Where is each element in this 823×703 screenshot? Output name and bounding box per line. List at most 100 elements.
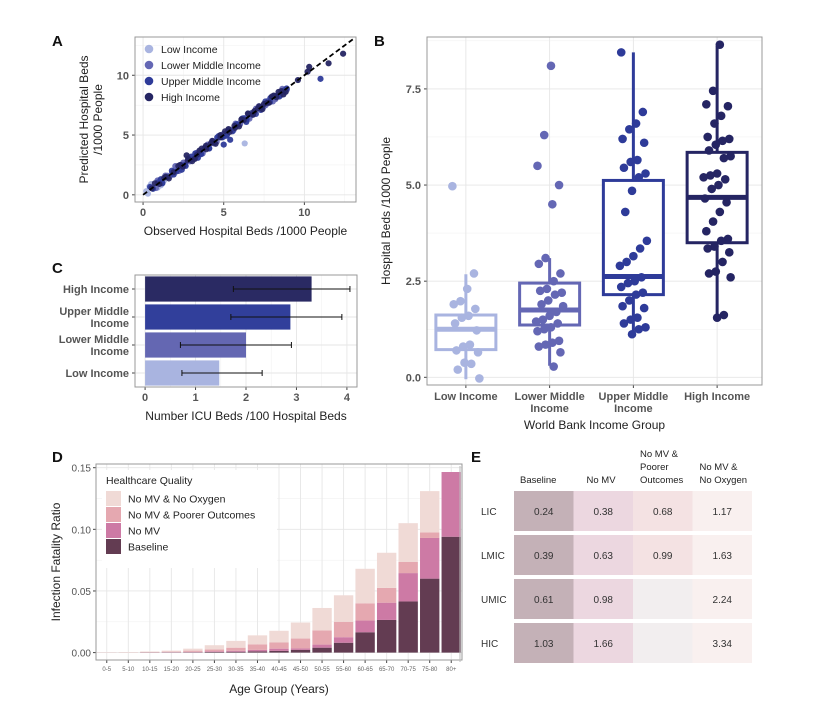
stacked-bar-baseline	[291, 650, 310, 653]
box-data-point	[702, 227, 711, 236]
stacked-bar-no-mv	[355, 621, 374, 633]
y-tick-label: Lower Middle	[59, 334, 129, 346]
x-tick-label: 0	[142, 392, 148, 404]
y-tick-label: Income	[90, 346, 129, 358]
stacked-bar-no-mv	[420, 538, 439, 579]
box-data-point	[532, 317, 541, 326]
box-data-point	[634, 173, 643, 182]
x-axis-title: Observed Hospital Beds /1000 People	[144, 224, 348, 238]
x-tick-label: Low Income	[434, 391, 498, 403]
x-tick-label: 1	[192, 392, 198, 404]
data-point-high-income	[325, 60, 331, 66]
x-axis-title: Age Group (Years)	[229, 682, 329, 696]
table-cell-value: 0.68	[653, 507, 673, 518]
y-axis-title: Hospital Beds /1000 People	[379, 137, 393, 285]
box-data-point	[535, 260, 544, 269]
x-tick-label: 2	[243, 392, 249, 404]
x-tick-label: Lower Middle	[514, 391, 584, 403]
table-cell-value: 0.63	[594, 551, 614, 562]
table-row-label: LMIC	[481, 551, 505, 562]
x-tick-label: 35-40	[250, 667, 266, 673]
legend-swatch-icon	[106, 491, 121, 506]
box-data-point	[640, 138, 649, 147]
box-data-point	[639, 108, 648, 117]
stacked-bar-no-mv-poorer-outcomes	[248, 644, 267, 650]
legend-label: Lower Middle Income	[161, 60, 261, 72]
box-data-point	[721, 175, 730, 184]
box-data-point	[643, 237, 652, 246]
y-axis-title: Infection Fatality Ratio	[49, 502, 63, 621]
y-tick-label: 0	[123, 190, 129, 202]
stacked-bar-no-mv-no-oxygen	[312, 608, 331, 630]
box-data-point	[629, 252, 638, 261]
data-point-upper-middle-income	[221, 142, 227, 148]
box-data-point	[533, 327, 542, 336]
x-tick-label: 3	[293, 392, 299, 404]
y-tick-label: 0.10	[72, 525, 92, 536]
box-data-point	[617, 283, 626, 292]
y-axis-title-line: Predicted Hospital Beds	[77, 55, 91, 183]
box-data-point	[551, 290, 560, 299]
y-tick-label: 0.0	[406, 372, 421, 384]
x-tick-label: 50-55	[314, 667, 330, 673]
box-data-point	[725, 248, 734, 257]
stacked-bar-no-mv	[226, 651, 245, 652]
x-tick-label: 45-50	[293, 667, 309, 673]
table-column-header: No MV &	[640, 449, 679, 460]
panel-label-c: C	[52, 260, 63, 277]
box-data-point	[632, 290, 641, 299]
stacked-bar-no-mv	[205, 651, 224, 652]
box-data-point	[722, 198, 731, 207]
legend-label: High Income	[161, 92, 220, 104]
x-tick-label: 60-65	[357, 667, 373, 673]
stacked-bar-no-mv-no-oxygen	[226, 641, 245, 648]
x-tick-label: 55-60	[336, 667, 352, 673]
y-tick-label: 10	[117, 70, 129, 82]
y-axis-title: Predicted Hospital Beds/1000 People	[77, 55, 105, 183]
stacked-bar-no-mv-no-oxygen	[420, 491, 439, 532]
box-data-point	[716, 40, 725, 49]
data-point-upper-middle-income	[227, 137, 233, 143]
table-row-label: UMIC	[481, 595, 507, 606]
box-data-point	[625, 125, 634, 134]
table-row-label: LIC	[481, 507, 497, 518]
stacked-bar-no-mv	[312, 645, 331, 648]
y-tick-label: High Income	[63, 284, 129, 296]
legend-swatch-icon	[145, 77, 154, 86]
y-tick-label: 0.05	[72, 587, 92, 598]
y-tick-label: Income	[90, 318, 129, 330]
table-cell-value: 0.39	[534, 551, 554, 562]
stacked-bar-no-mv-poorer-outcomes	[269, 642, 288, 648]
box-data-point	[699, 173, 708, 182]
legend-swatch-icon	[145, 45, 154, 54]
x-tick-label: Upper Middle	[599, 391, 669, 403]
table-cell-value: 0.99	[653, 551, 673, 562]
data-point-high-income	[184, 152, 190, 158]
data-point-low-income	[242, 140, 248, 146]
box-data-point	[628, 187, 637, 196]
box-data-point	[535, 342, 544, 351]
y-tick-label: Low Income	[65, 368, 129, 380]
box-data-point	[710, 119, 719, 128]
stacked-bar-baseline	[420, 579, 439, 653]
box-data-point	[632, 119, 641, 128]
table-cell-value: 1.63	[713, 551, 733, 562]
box-data-point	[453, 365, 462, 374]
box-data-point	[549, 277, 558, 286]
x-tick-label: 5	[221, 207, 227, 219]
data-point-upper-middle-income	[317, 76, 323, 82]
box-data-point	[705, 269, 714, 278]
stacked-bar-baseline	[205, 652, 224, 653]
table-row-label: HIC	[481, 639, 498, 650]
box-data-point	[718, 258, 727, 267]
stacked-bar-baseline	[398, 601, 417, 652]
box-data-point	[451, 319, 460, 328]
legend-label: No MV & No Oxygen	[128, 494, 226, 506]
table-cell-value: 3.34	[713, 639, 733, 650]
y-tick-label: 5.0	[406, 180, 421, 192]
stacked-bar-no-mv	[377, 603, 396, 620]
x-axis-title: Number ICU Beds /100 Hospital Beds	[145, 409, 346, 423]
stacked-bar-baseline	[248, 651, 267, 652]
